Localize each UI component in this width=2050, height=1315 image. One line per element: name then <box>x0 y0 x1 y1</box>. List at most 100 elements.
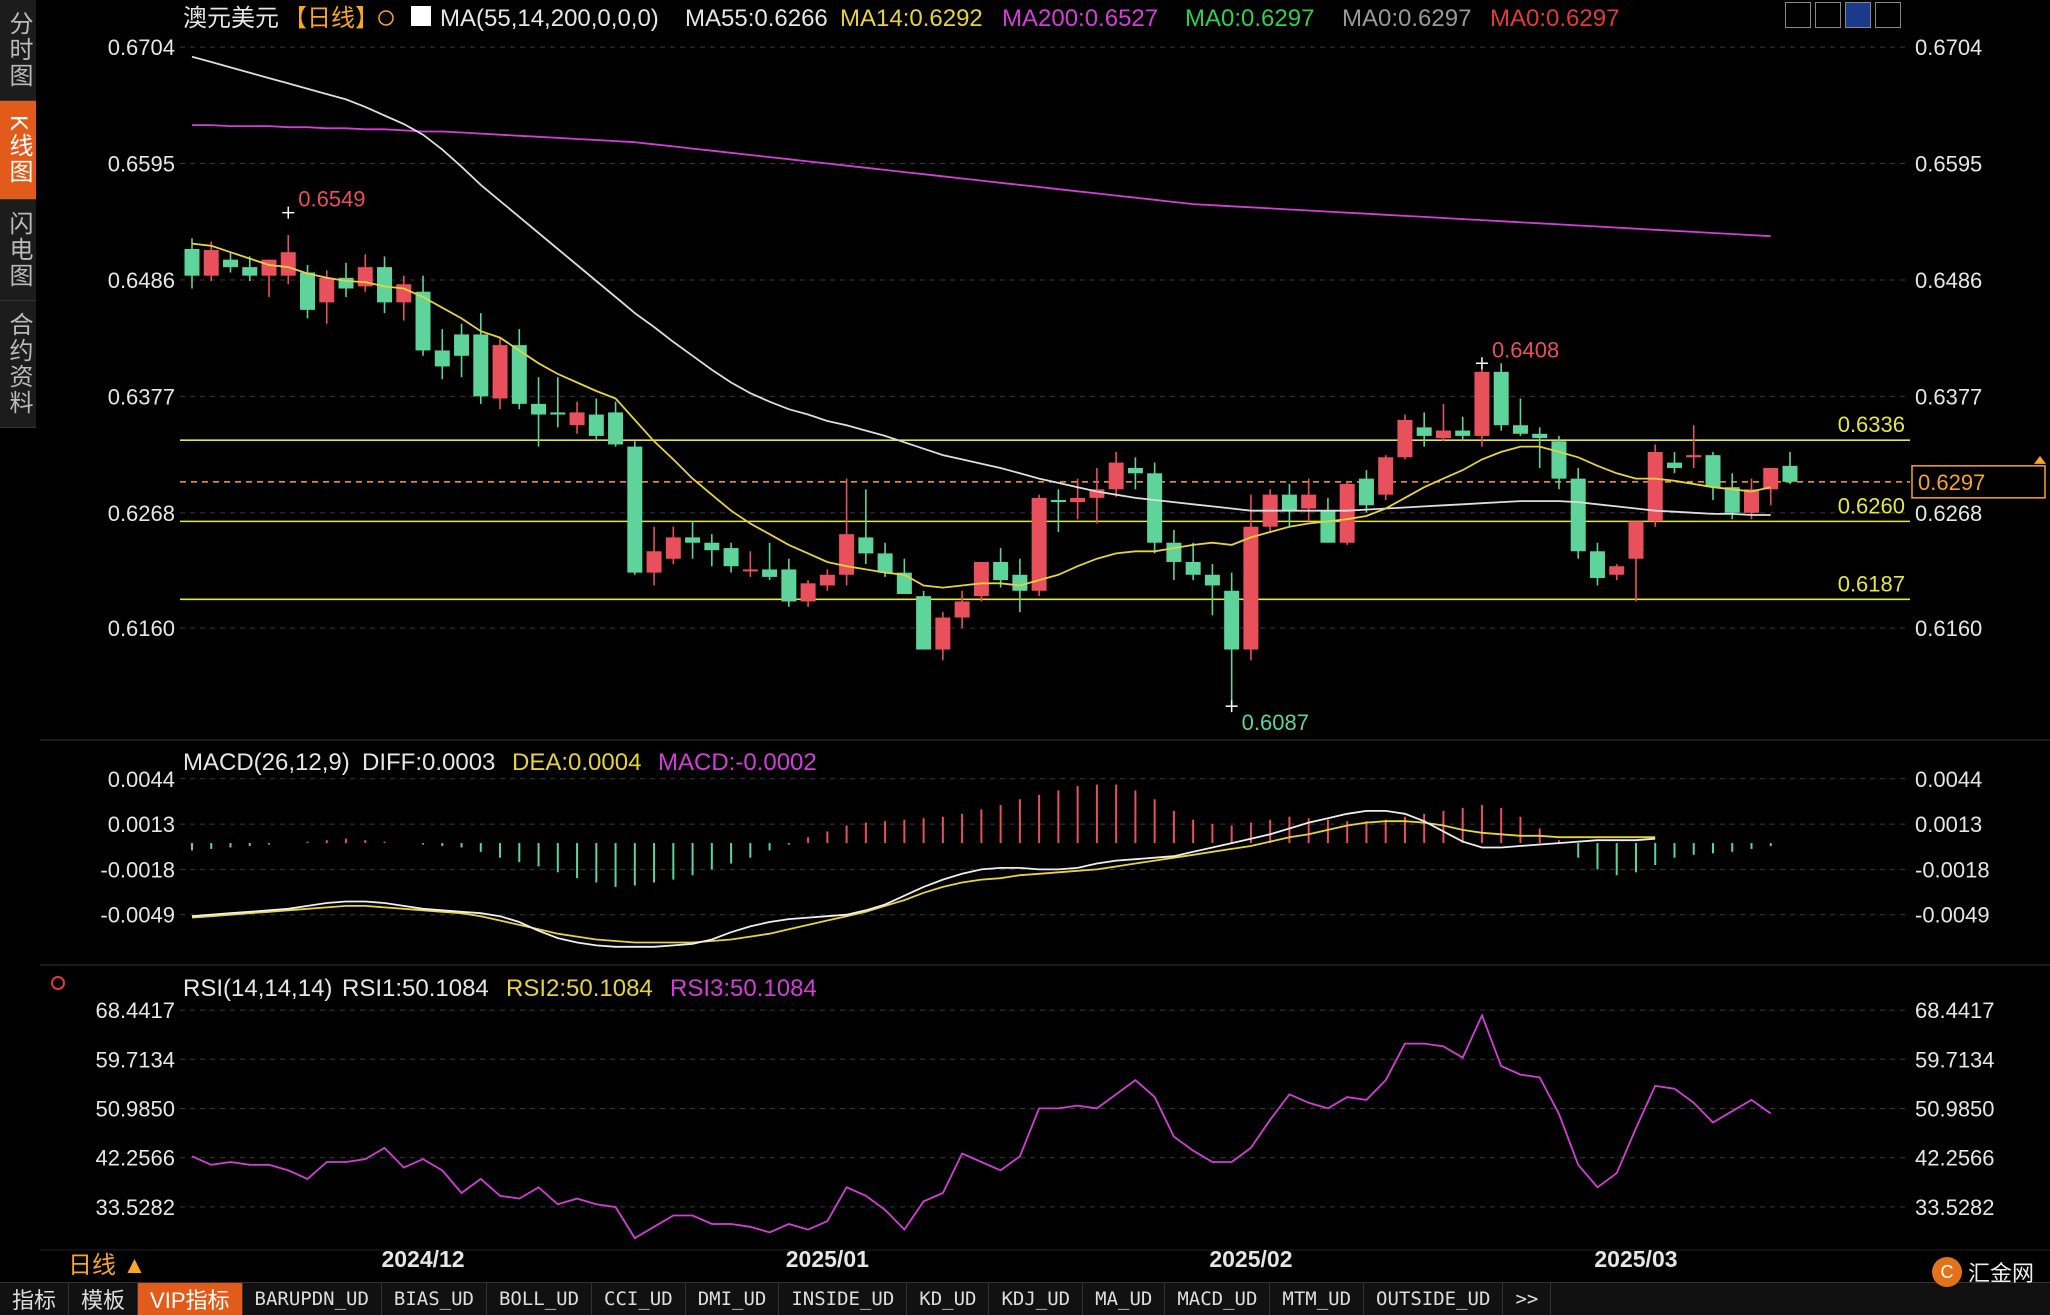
sidebar-tab-flash[interactable]: 闪电图 <box>0 200 36 301</box>
macd-y-tick: -0.0018 <box>100 857 175 882</box>
rsi-params: RSI(14,14,14) <box>183 975 332 1002</box>
indicator-tab-1[interactable]: 模板 <box>69 1283 139 1315</box>
candle-body <box>1493 371 1509 426</box>
candle-body <box>916 596 932 650</box>
rsi-y-tick: 33.5282 <box>95 1195 175 1220</box>
rsi-y-tick-right: 33.5282 <box>1915 1195 1995 1220</box>
dea-line <box>191 820 1656 944</box>
layout-chart-icon[interactable] <box>1845 2 1871 28</box>
candle-body <box>1397 419 1413 458</box>
ma0-value-green: MA0:0.6297 <box>1185 5 1314 32</box>
candle-body <box>184 248 200 276</box>
candle-body <box>1628 521 1644 559</box>
indicator-tab-4[interactable]: BIAS_UD <box>382 1283 487 1315</box>
candle-body <box>1127 467 1143 474</box>
candle-body <box>1012 574 1028 591</box>
candle-body <box>685 537 701 543</box>
ma-params-label: MA(55,14,200,0,0,0) <box>440 5 659 32</box>
last-price-box <box>1911 465 2046 499</box>
macd-diff: DIFF:0.0003 <box>362 749 495 776</box>
candle-body <box>1724 487 1740 513</box>
candle-body <box>1108 462 1124 490</box>
ma0-value-red: MA0:0.6297 <box>1490 5 1619 32</box>
indicator-tab-15[interactable]: >> <box>1503 1283 1552 1315</box>
y-tick-label: 0.6486 <box>108 268 175 293</box>
settings-sun-icon <box>51 976 65 990</box>
sidebar-tab-timeshare[interactable]: 分时图 <box>0 0 36 101</box>
indicator-tab-9[interactable]: KD_UD <box>907 1283 990 1315</box>
x-axis-label: 2025/02 <box>1209 1246 1292 1272</box>
candle-body <box>223 259 239 268</box>
candle-body <box>415 291 431 351</box>
ma14-value: MA14:0.6292 <box>840 5 983 32</box>
candle-body <box>1147 473 1163 543</box>
candle-body <box>1185 561 1201 575</box>
y-tick-label: 0.6160 <box>108 616 175 641</box>
rsi-y-tick-right: 42.2566 <box>1915 1146 1995 1171</box>
x-axis-label: 2024/12 <box>381 1246 464 1272</box>
indicator-tab-13[interactable]: MTM_UD <box>1270 1283 1365 1315</box>
y-tick-label: 0.6377 <box>108 384 175 409</box>
sidebar-tab-contract[interactable]: 合约资料 <box>0 301 36 428</box>
candle-body <box>1512 425 1528 434</box>
candle-body <box>1782 465 1798 482</box>
indicator-tab-10[interactable]: KDJ_UD <box>989 1283 1084 1315</box>
ma55-value: MA55:0.6266 <box>685 5 828 32</box>
candle-body <box>338 277 354 289</box>
rsi-y-tick: 68.4417 <box>95 998 175 1023</box>
indicator-tab-8[interactable]: INSIDE_UD <box>779 1283 908 1315</box>
candle-body <box>1455 430 1471 436</box>
sidebar-tab-kline[interactable]: K线图 <box>0 101 36 200</box>
rsi-y-tick: 50.9850 <box>95 1096 175 1121</box>
indicator-tab-0[interactable]: 指标 <box>0 1283 70 1315</box>
y-tick-label-right: 0.6268 <box>1915 501 1982 526</box>
candle-body <box>1686 455 1702 458</box>
y-tick-label: 0.6704 <box>108 35 175 60</box>
fullscreen-icon[interactable] <box>1875 2 1901 28</box>
indicator-tab-bar: 指标 模板 VIP指标 BARUPDN_UD BIAS_UD BOLL_UD CCI_UD D… <box>0 1282 2050 1315</box>
candle-body <box>1070 497 1086 503</box>
indicator-tab-2[interactable]: VIP指标 <box>138 1283 243 1315</box>
candle-body <box>1243 526 1259 650</box>
candle-body <box>1416 427 1432 436</box>
candle-body <box>819 574 835 586</box>
ma200-line <box>192 124 1771 238</box>
candle-body <box>973 561 989 597</box>
candle-body <box>1647 451 1663 522</box>
rsi-y-tick-right: 68.4417 <box>1915 998 1995 1023</box>
indicator-tab-5[interactable]: BOLL_UD <box>487 1283 593 1315</box>
x-axis-label: 2025/01 <box>786 1246 869 1272</box>
layout-grid-icon[interactable] <box>1785 2 1811 28</box>
macd-y-tick: 0.0044 <box>108 767 175 792</box>
candle-body <box>1031 497 1047 591</box>
y-tick-label-right: 0.6377 <box>1915 384 1982 409</box>
indicator-tab-3[interactable]: BARUPDN_UD <box>243 1283 382 1315</box>
candle-body <box>1281 494 1297 511</box>
candle-body <box>1339 483 1355 543</box>
macd-y-tick: -0.0049 <box>100 903 175 928</box>
candle-body <box>588 414 604 436</box>
last-price-label: 0.6297 <box>1918 470 1985 495</box>
candle-body <box>1589 551 1605 578</box>
rsi-y-tick-right: 50.9850 <box>1915 1096 1995 1121</box>
candle-body <box>723 548 739 567</box>
period-toggle[interactable]: 日线 ▲ <box>68 1252 146 1279</box>
candle-body <box>569 412 585 426</box>
indicator-tab-12[interactable]: MACD_UD <box>1165 1283 1271 1315</box>
rsi-rsi3: RSI3:50.1084 <box>670 975 817 1002</box>
indicator-tab-6[interactable]: CCI_UD <box>592 1283 686 1315</box>
indicator-tab-11[interactable]: MA_UD <box>1083 1283 1166 1315</box>
candle-body <box>1551 441 1567 479</box>
indicator-tab-14[interactable]: OUTSIDE_UD <box>1364 1283 1504 1315</box>
ma200-value: MA200:0.6527 <box>1002 5 1158 32</box>
macd-y-tick-right: -0.0049 <box>1915 903 1990 928</box>
candle-body <box>839 534 855 575</box>
candle-body <box>762 569 778 577</box>
indicator-tab-7[interactable]: DMI_UD <box>686 1283 780 1315</box>
candle-body <box>935 617 951 650</box>
layout-split-icon[interactable] <box>1815 2 1841 28</box>
candle-body <box>1532 433 1548 439</box>
candle-body <box>704 542 720 551</box>
macd-params: MACD(26,12,9) <box>183 749 350 776</box>
